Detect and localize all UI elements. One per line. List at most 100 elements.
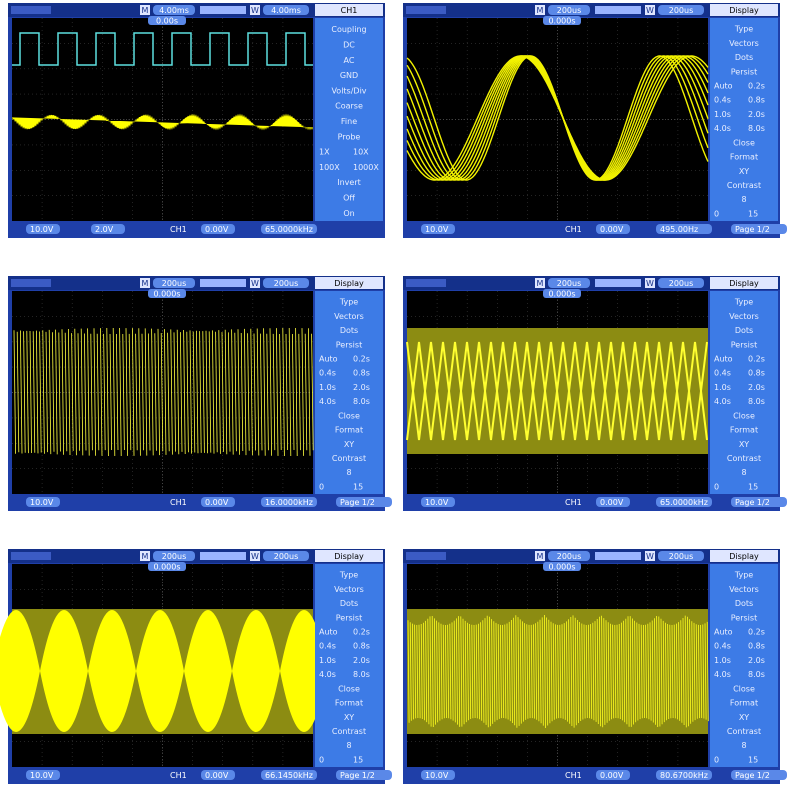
menu-item[interactable]: Coarse xyxy=(335,102,363,111)
menu-item[interactable]: 8.0s xyxy=(748,397,765,406)
menu-item[interactable]: Fine xyxy=(341,117,357,126)
menu-item[interactable]: 8.0s xyxy=(748,670,765,679)
menu-item[interactable]: Persist xyxy=(336,613,362,622)
menu-item[interactable]: 0.4s xyxy=(714,369,731,378)
menu-item[interactable]: 0.8s xyxy=(748,642,765,651)
menu-item[interactable]: 1.0s xyxy=(714,383,731,392)
menu-item[interactable]: Contrast xyxy=(727,727,761,736)
menu-item[interactable]: XY xyxy=(739,167,749,176)
menu-item[interactable]: Vectors xyxy=(729,312,759,321)
menu-item[interactable]: Auto xyxy=(714,81,733,90)
menu-item[interactable]: GND xyxy=(340,71,358,80)
menu-item[interactable]: 0.2s xyxy=(748,627,765,636)
menu-item[interactable]: On xyxy=(343,209,354,218)
menu-item[interactable]: Close xyxy=(733,138,755,147)
menu-item[interactable]: 2.0s xyxy=(353,656,370,665)
menu-item[interactable]: Volts/Div xyxy=(331,86,366,95)
menu-item[interactable]: 8 xyxy=(346,741,351,750)
menu-item[interactable]: 1.0s xyxy=(319,383,336,392)
menu-item[interactable]: 0.8s xyxy=(353,642,370,651)
menu-item[interactable]: 8.0s xyxy=(353,670,370,679)
menu-item[interactable]: 100X xyxy=(319,163,340,172)
menu-item[interactable]: 8 xyxy=(741,741,746,750)
menu-item[interactable]: XY xyxy=(739,440,749,449)
menu-item[interactable]: 8 xyxy=(741,468,746,477)
menu-item[interactable]: DC xyxy=(343,40,355,49)
menu-item[interactable]: 4.0s xyxy=(319,397,336,406)
menu-item[interactable]: 0.2s xyxy=(748,81,765,90)
menu-item[interactable]: Off xyxy=(343,194,355,203)
menu-item[interactable]: 2.0s xyxy=(748,383,765,392)
menu-item[interactable]: Persist xyxy=(731,613,757,622)
menu-item[interactable]: 10X xyxy=(353,148,369,157)
menu-item[interactable]: 0 xyxy=(319,482,324,491)
menu-item[interactable]: Close xyxy=(338,411,360,420)
menu-item[interactable]: Dots xyxy=(735,53,753,62)
menu-item[interactable]: 8.0s xyxy=(353,397,370,406)
menu-item[interactable]: Type xyxy=(734,298,753,307)
menu-item[interactable]: 4.0s xyxy=(714,670,731,679)
menu-item[interactable]: Dots xyxy=(340,326,358,335)
menu-item[interactable]: Vectors xyxy=(729,585,759,594)
menu-item[interactable]: 15 xyxy=(353,482,363,491)
menu-item[interactable]: Format xyxy=(335,426,363,435)
menu-item[interactable]: 0.8s xyxy=(353,369,370,378)
menu-item[interactable]: 1.0s xyxy=(714,110,731,119)
menu-item[interactable]: Contrast xyxy=(727,454,761,463)
menu-item[interactable]: XY xyxy=(344,440,354,449)
menu-item[interactable]: Auto xyxy=(319,627,338,636)
menu-item[interactable]: 0 xyxy=(319,755,324,764)
menu-item[interactable]: 0.4s xyxy=(714,642,731,651)
menu-item[interactable]: 0.2s xyxy=(748,354,765,363)
menu-item[interactable]: 0.8s xyxy=(748,96,765,105)
menu-item[interactable]: 0 xyxy=(714,209,719,218)
menu-item[interactable]: AC xyxy=(344,56,355,65)
menu-item[interactable]: 8.0s xyxy=(748,124,765,133)
menu-item[interactable]: Auto xyxy=(319,354,338,363)
menu-item[interactable]: 15 xyxy=(748,755,758,764)
menu-item[interactable]: Invert xyxy=(337,178,361,187)
menu-item[interactable]: Format xyxy=(730,699,758,708)
menu-item[interactable]: Vectors xyxy=(729,39,759,48)
menu-item[interactable]: 0.4s xyxy=(319,369,336,378)
menu-item[interactable]: Format xyxy=(335,699,363,708)
menu-item[interactable]: 15 xyxy=(353,755,363,764)
menu-item[interactable]: Persist xyxy=(731,67,757,76)
menu-item[interactable]: Dots xyxy=(340,599,358,608)
menu-item[interactable]: 2.0s xyxy=(748,110,765,119)
menu-item[interactable]: Coupling xyxy=(331,25,366,34)
menu-item[interactable]: 8 xyxy=(346,468,351,477)
menu-item[interactable]: Contrast xyxy=(332,454,366,463)
menu-item[interactable]: 4.0s xyxy=(319,670,336,679)
menu-item[interactable]: Persist xyxy=(336,340,362,349)
menu-item[interactable]: 1000X xyxy=(353,163,379,172)
menu-item[interactable]: Dots xyxy=(735,599,753,608)
menu-item[interactable]: 0.4s xyxy=(714,96,731,105)
menu-item[interactable]: 2.0s xyxy=(748,656,765,665)
menu-item[interactable]: Persist xyxy=(731,340,757,349)
menu-item[interactable]: Probe xyxy=(338,132,361,141)
menu-item[interactable]: 15 xyxy=(748,482,758,491)
menu-item[interactable]: 15 xyxy=(748,209,758,218)
menu-item[interactable]: Vectors xyxy=(334,312,364,321)
menu-item[interactable]: Auto xyxy=(714,354,733,363)
menu-item[interactable]: Close xyxy=(733,684,755,693)
menu-item[interactable]: Type xyxy=(734,571,753,580)
menu-item[interactable]: Close xyxy=(733,411,755,420)
menu-item[interactable]: 0.8s xyxy=(748,369,765,378)
menu-item[interactable]: 4.0s xyxy=(714,397,731,406)
menu-item[interactable]: Close xyxy=(338,684,360,693)
menu-item[interactable]: Type xyxy=(339,571,358,580)
menu-item[interactable]: Type xyxy=(734,25,753,34)
menu-item[interactable]: 8 xyxy=(741,195,746,204)
menu-item[interactable]: XY xyxy=(739,713,749,722)
menu-item[interactable]: 1.0s xyxy=(714,656,731,665)
menu-item[interactable]: 0.2s xyxy=(353,354,370,363)
menu-item[interactable]: Auto xyxy=(714,627,733,636)
menu-item[interactable]: 0 xyxy=(714,755,719,764)
menu-item[interactable]: 0 xyxy=(714,482,719,491)
menu-item[interactable]: 0.2s xyxy=(353,627,370,636)
menu-item[interactable]: 1.0s xyxy=(319,656,336,665)
menu-item[interactable]: Format xyxy=(730,426,758,435)
menu-item[interactable]: Contrast xyxy=(727,181,761,190)
